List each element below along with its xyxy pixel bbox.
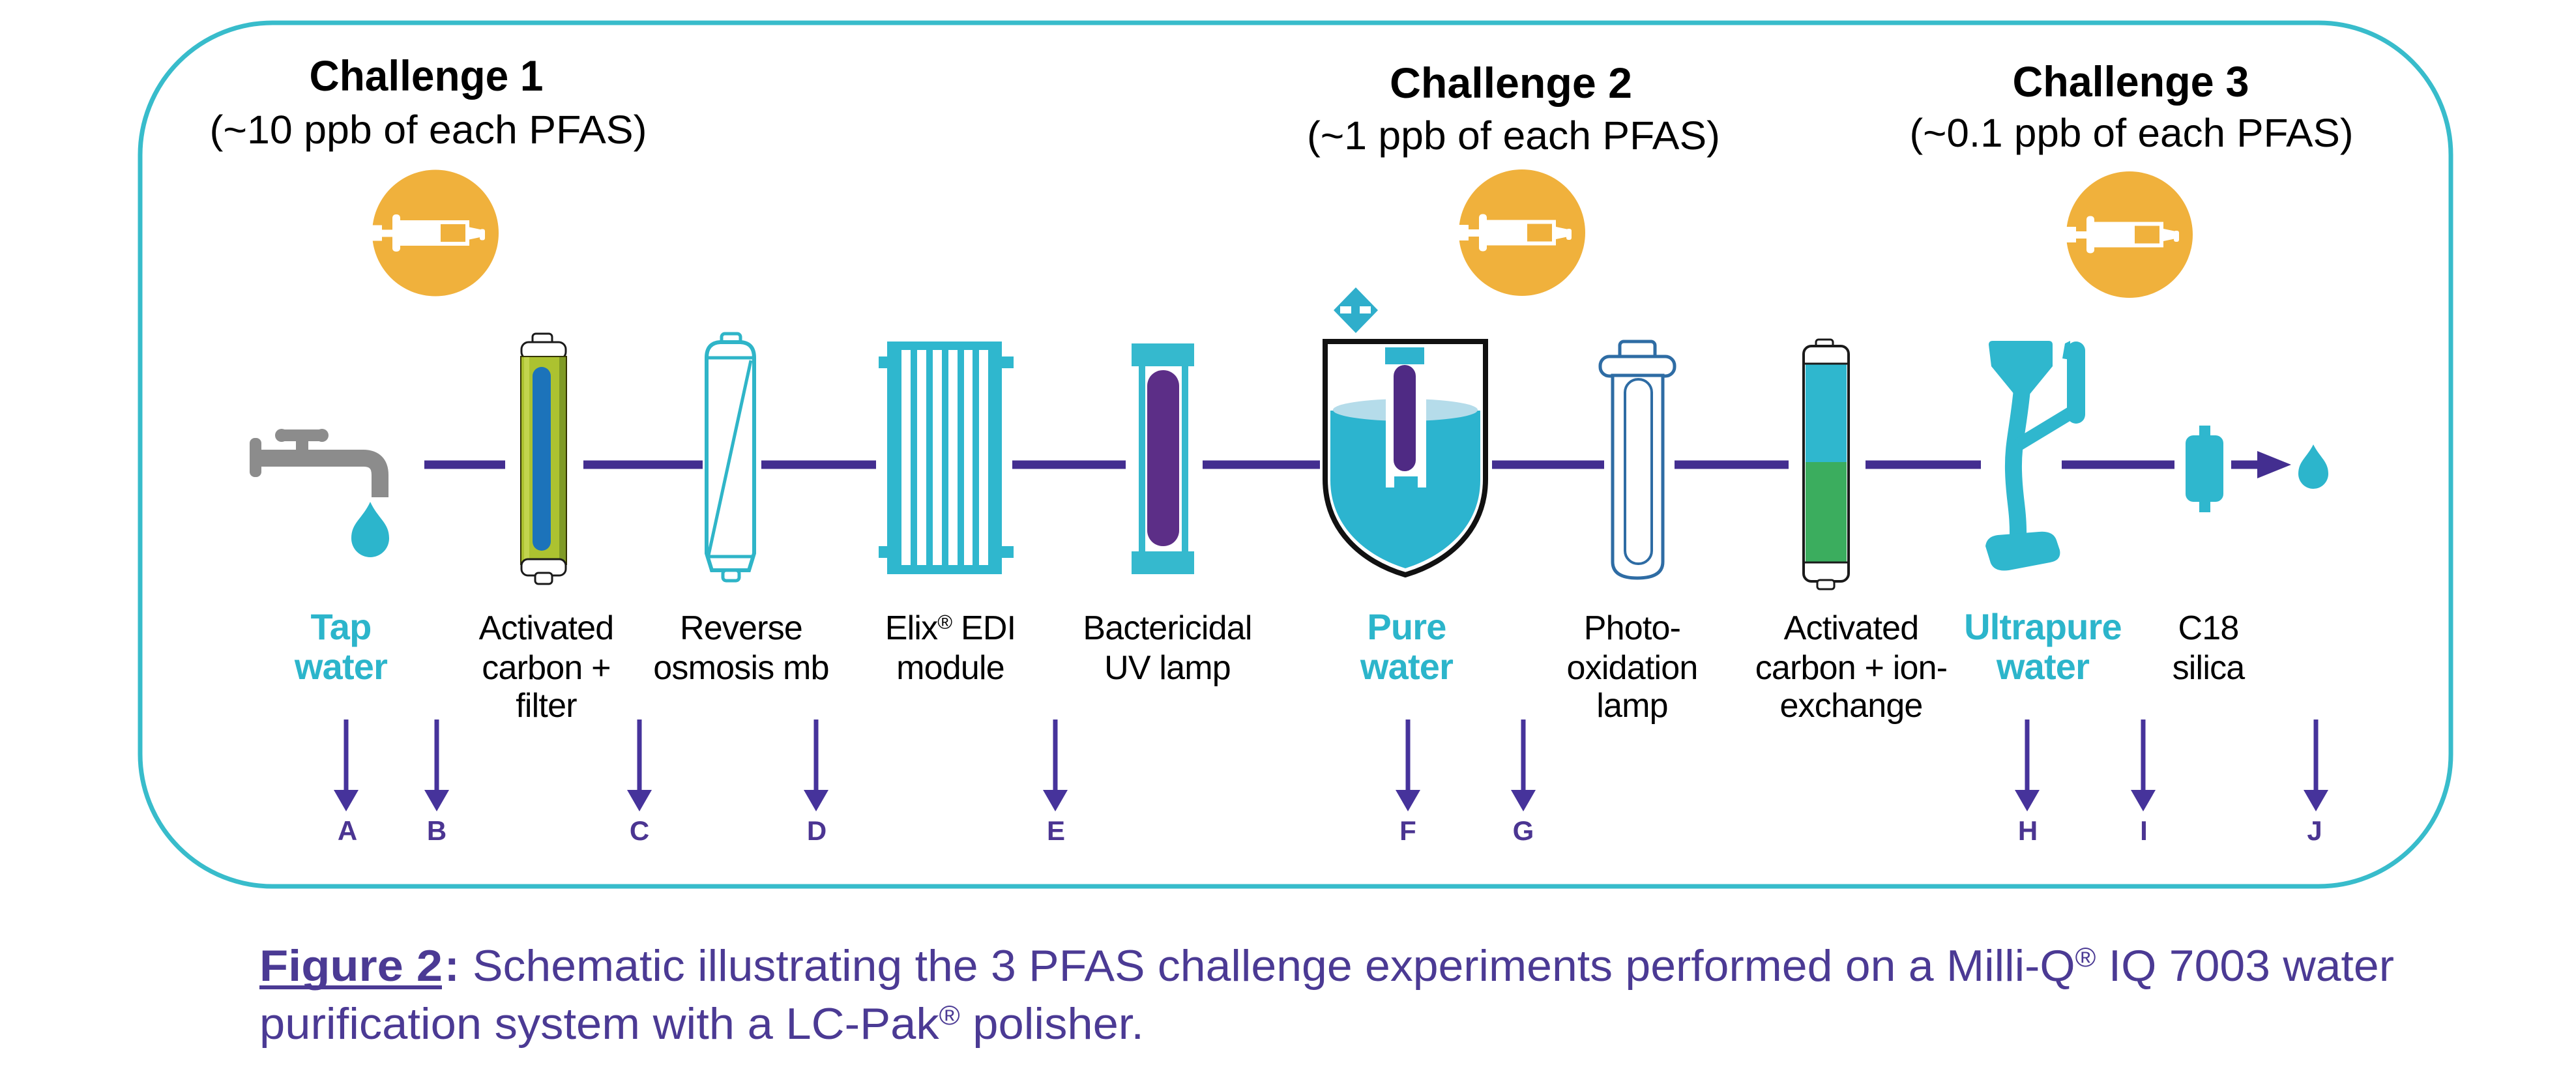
svg-text::: :: [445, 941, 460, 991]
svg-text:Challenge 3: Challenge 3: [2013, 57, 2249, 106]
svg-text:(~0.1 ppb of each PFAS): (~0.1 ppb of each PFAS): [1910, 111, 2354, 155]
svg-text:purification system with a LC-: purification system with a LC-Pak ® polis…: [259, 999, 1144, 1049]
svg-text:G: G: [1513, 815, 1534, 846]
svg-text:C: C: [630, 815, 649, 846]
svg-text:(~10 ppb of each PFAS): (~10 ppb of each PFAS): [210, 108, 647, 152]
svg-text:D: D: [807, 815, 827, 846]
svg-text:J: J: [2307, 815, 2322, 846]
svg-text:B: B: [427, 815, 446, 846]
svg-text:H: H: [2018, 815, 2038, 846]
svg-text:Challenge 1: Challenge 1: [310, 51, 544, 100]
svg-text:A: A: [338, 815, 357, 846]
svg-text:I: I: [2140, 815, 2148, 846]
svg-text:(~1 ppb of each PFAS): (~1 ppb of each PFAS): [1307, 113, 1720, 158]
svg-text:Figure 2: Figure 2: [259, 941, 443, 991]
svg-text:Schematic illustrating the 3 P: Schematic illustrating the 3 PFAS challe…: [473, 941, 2394, 991]
svg-text:Challenge 2: Challenge 2: [1390, 59, 1632, 107]
svg-text:E: E: [1047, 815, 1065, 846]
svg-text:F: F: [1399, 815, 1416, 846]
